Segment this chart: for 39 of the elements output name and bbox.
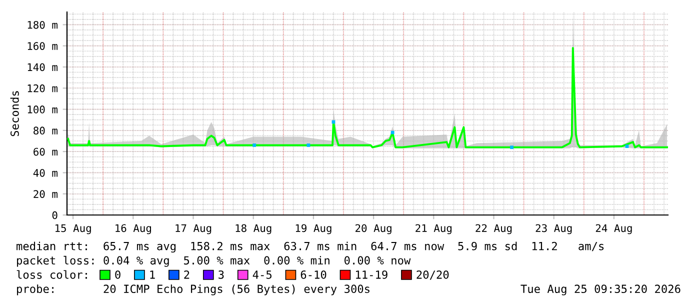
point [510,146,514,150]
x-tick-label: 15 Aug [55,224,91,234]
x-tick-label: 16 Aug [116,224,151,234]
x-tick-label: 19 Aug [296,224,332,234]
y-tick-label: 100 m [28,106,58,114]
y-tick-label: 120 m [28,84,58,92]
legend-label: 0 [115,270,120,279]
point [306,144,310,147]
point [390,130,394,134]
y-tick-label: 60 m [34,148,58,156]
x-tick-label: 22 Aug [476,224,512,234]
point [625,144,629,148]
y-tick-label: 20 m [34,190,58,198]
legend-label: 11-19 [356,270,388,279]
y-tick-label: 180 m [28,20,58,29]
legend-label: 20/20 [416,270,449,280]
x-tick-label: 23 Aug [536,224,572,234]
legend-title: loss color: [16,270,87,279]
text: median rtt: 65.7 ms avg 158.2 ms max 63.7 ms min 64.7 ms now 5.9 ms sd 11.2 am/s [16,242,604,253]
text: Tue Aug 25 09:35:20 2026 [520,284,680,296]
y-tick-label: 0 [52,211,58,220]
text: packet loss: 0.04 % avg 5.00 % max 0.00 % min 0.00 % now [17,256,411,267]
legend-label: 4-5 [252,270,272,279]
x-tick-label: 17 Aug [176,224,212,234]
y-tick-label: 160 m [28,42,58,50]
y-tick-label: 140 m [28,63,58,72]
y-axis-title: Seconds [10,91,19,136]
x-tick-label: 24 Aug [596,224,632,234]
x-tick-label: 20 Aug [356,224,392,234]
x-tick-label: 21 Aug [416,224,452,234]
y-tick-label: 40 m [33,168,58,177]
legend-label: 6-10 [300,270,326,279]
legend-label: 3 [218,270,224,279]
x-tick-label: 18 Aug [236,224,272,234]
legend-label: 2 [184,270,190,279]
line-series [67,46,668,148]
legend-label: 1 [150,270,155,279]
y-tick-label: 80 m [34,126,58,135]
text: probe: 20 ICMP Echo Pings (56 Bytes) every 300s [17,284,370,296]
